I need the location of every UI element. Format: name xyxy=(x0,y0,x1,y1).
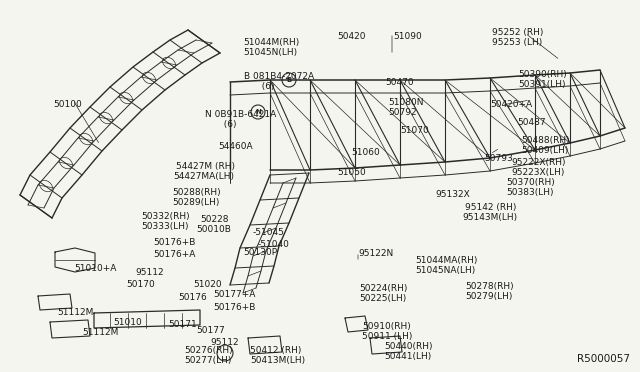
Text: 50278(RH): 50278(RH) xyxy=(465,282,514,291)
Text: 50470: 50470 xyxy=(385,78,413,87)
Text: 51045NA(LH): 51045NA(LH) xyxy=(415,266,476,275)
Text: 50225(LH): 50225(LH) xyxy=(359,294,406,303)
Text: 95112: 95112 xyxy=(135,268,164,277)
Text: -51040: -51040 xyxy=(258,240,290,249)
Text: 51112M: 51112M xyxy=(57,308,93,317)
Text: 50333(LH): 50333(LH) xyxy=(141,222,189,231)
Text: 51050: 51050 xyxy=(337,168,365,177)
Text: 54460A: 54460A xyxy=(218,142,253,151)
Text: 51060: 51060 xyxy=(351,148,380,157)
Text: 54427MA(LH): 54427MA(LH) xyxy=(173,172,234,181)
Text: 50910(RH): 50910(RH) xyxy=(362,322,411,331)
Text: 50288(RH): 50288(RH) xyxy=(172,188,221,197)
Text: 50171: 50171 xyxy=(168,320,196,329)
Text: 50010B: 50010B xyxy=(196,225,231,234)
Text: 95142 (RH): 95142 (RH) xyxy=(465,203,516,212)
Text: 50177+A: 50177+A xyxy=(213,290,255,299)
Text: 50420+A: 50420+A xyxy=(490,100,532,109)
Text: 95223X(LH): 95223X(LH) xyxy=(511,168,564,177)
Text: 50177: 50177 xyxy=(196,326,225,335)
Text: (6): (6) xyxy=(218,120,237,129)
Text: N: N xyxy=(255,109,261,115)
Text: 50911 (LH): 50911 (LH) xyxy=(362,332,412,341)
Text: 51010: 51010 xyxy=(113,318,141,327)
Text: 54427M (RH): 54427M (RH) xyxy=(176,162,235,171)
Text: 50170: 50170 xyxy=(126,280,155,289)
Text: 50370(RH): 50370(RH) xyxy=(506,178,555,187)
Text: 95143M(LH): 95143M(LH) xyxy=(462,213,517,222)
Text: 51070: 51070 xyxy=(400,126,429,135)
Text: 50440(RH): 50440(RH) xyxy=(384,342,433,351)
Text: 51045N(LH): 51045N(LH) xyxy=(243,48,297,57)
Text: 50793: 50793 xyxy=(484,154,513,163)
Text: 50332(RH): 50332(RH) xyxy=(141,212,189,221)
Text: 50413M(LH): 50413M(LH) xyxy=(250,356,305,365)
Text: 95253 (LH): 95253 (LH) xyxy=(492,38,542,47)
Text: 95112: 95112 xyxy=(210,338,239,347)
Text: 50277(LH): 50277(LH) xyxy=(184,356,232,365)
Text: 50100: 50100 xyxy=(53,100,82,109)
Text: 50792: 50792 xyxy=(388,108,417,117)
Text: 50130P: 50130P xyxy=(243,248,277,257)
Text: 51080N: 51080N xyxy=(388,98,424,107)
Text: R5000057: R5000057 xyxy=(577,354,630,364)
Text: 51044MA(RH): 51044MA(RH) xyxy=(415,256,477,265)
Text: 95222X(RH): 95222X(RH) xyxy=(511,158,566,167)
Text: B 081B4-2072A: B 081B4-2072A xyxy=(244,72,314,81)
Text: 51112M: 51112M xyxy=(82,328,118,337)
Text: 95122N: 95122N xyxy=(358,249,393,258)
Text: 50383(LH): 50383(LH) xyxy=(506,188,554,197)
Text: 50176+B: 50176+B xyxy=(213,303,255,312)
Text: N 0B91B-6421A: N 0B91B-6421A xyxy=(205,110,276,119)
Text: 50412 (RH): 50412 (RH) xyxy=(250,346,301,355)
Text: 50409(LH): 50409(LH) xyxy=(521,146,568,155)
Text: (6): (6) xyxy=(256,82,275,91)
Text: 50420: 50420 xyxy=(337,32,365,41)
Text: 50289(LH): 50289(LH) xyxy=(172,198,220,207)
Text: 50279(LH): 50279(LH) xyxy=(465,292,513,301)
Text: 50488(RH): 50488(RH) xyxy=(521,136,570,145)
Text: 50176: 50176 xyxy=(178,293,207,302)
Text: 50176+B: 50176+B xyxy=(153,238,195,247)
Text: B: B xyxy=(286,77,292,83)
Text: 50276(RH): 50276(RH) xyxy=(184,346,232,355)
Text: 51010+A: 51010+A xyxy=(74,264,116,273)
Text: 95132X: 95132X xyxy=(435,190,470,199)
Text: 50390(RH): 50390(RH) xyxy=(518,70,567,79)
Text: 50176+A: 50176+A xyxy=(153,250,195,259)
Text: 50224(RH): 50224(RH) xyxy=(359,284,408,293)
Text: 95252 (RH): 95252 (RH) xyxy=(492,28,543,37)
Text: 51090: 51090 xyxy=(393,32,422,41)
Text: 51020: 51020 xyxy=(193,280,221,289)
Text: 51044M(RH): 51044M(RH) xyxy=(243,38,300,47)
Text: -51045: -51045 xyxy=(253,228,285,237)
Text: 50391(LH): 50391(LH) xyxy=(518,80,566,89)
Text: 50487: 50487 xyxy=(517,118,546,127)
Text: 50228: 50228 xyxy=(200,215,228,224)
Text: 50441(LH): 50441(LH) xyxy=(384,352,431,361)
